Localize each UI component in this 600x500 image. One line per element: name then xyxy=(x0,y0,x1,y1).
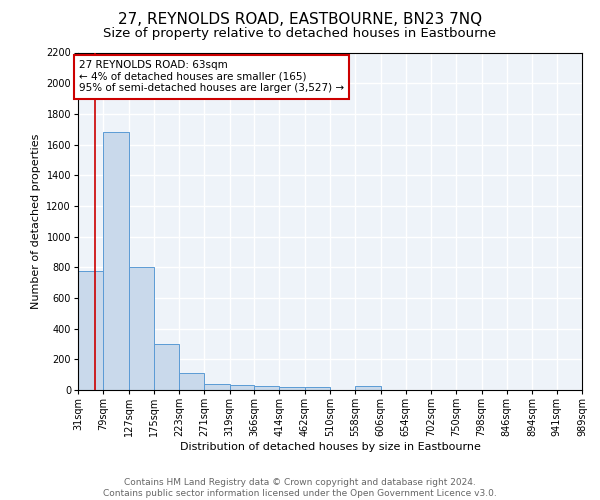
Bar xyxy=(355,386,380,390)
Bar xyxy=(204,384,230,390)
Bar xyxy=(179,373,204,390)
Bar xyxy=(154,344,179,390)
Text: 27, REYNOLDS ROAD, EASTBOURNE, BN23 7NQ: 27, REYNOLDS ROAD, EASTBOURNE, BN23 7NQ xyxy=(118,12,482,28)
Bar xyxy=(305,387,330,390)
Text: Contains HM Land Registry data © Crown copyright and database right 2024.
Contai: Contains HM Land Registry data © Crown c… xyxy=(103,478,497,498)
Bar xyxy=(254,386,280,390)
Bar xyxy=(128,268,154,390)
Bar xyxy=(280,387,305,390)
Bar xyxy=(78,271,103,390)
Bar xyxy=(230,386,254,390)
Text: Size of property relative to detached houses in Eastbourne: Size of property relative to detached ho… xyxy=(103,28,497,40)
Text: 27 REYNOLDS ROAD: 63sqm
← 4% of detached houses are smaller (165)
95% of semi-de: 27 REYNOLDS ROAD: 63sqm ← 4% of detached… xyxy=(79,60,344,94)
X-axis label: Distribution of detached houses by size in Eastbourne: Distribution of detached houses by size … xyxy=(179,442,481,452)
Y-axis label: Number of detached properties: Number of detached properties xyxy=(31,134,41,309)
Bar xyxy=(103,132,128,390)
